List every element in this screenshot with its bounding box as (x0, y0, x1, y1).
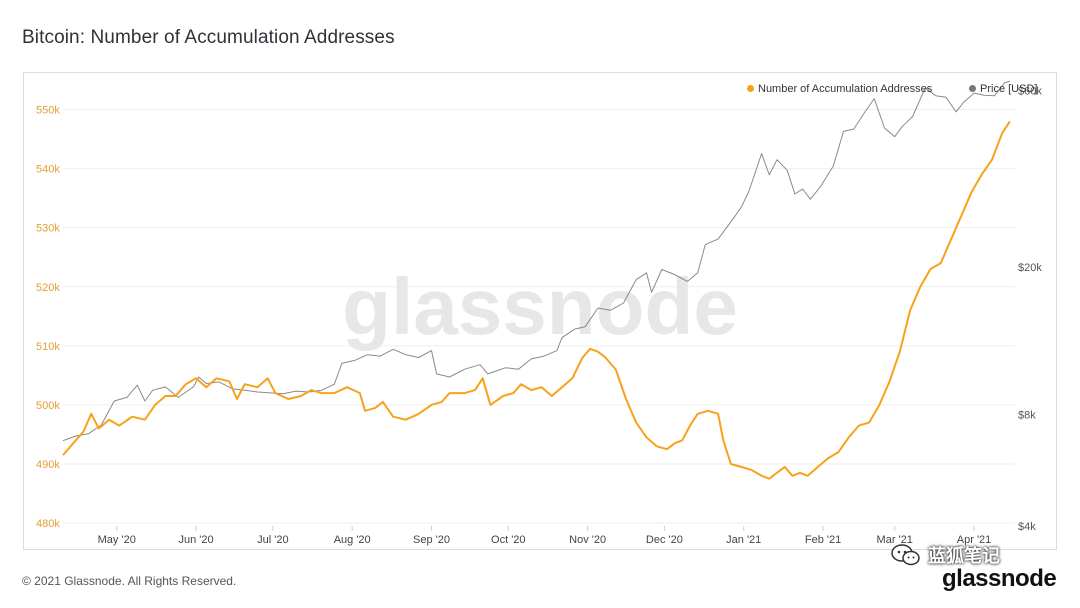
left-tick-label: 520k (36, 282, 60, 294)
x-tick-label: Feb '21 (805, 534, 841, 546)
legend-dot-icon (969, 85, 976, 92)
x-tick-label: Jun '20 (179, 534, 214, 546)
x-tick-label: Mar '21 (877, 534, 913, 546)
left-tick-label: 480k (36, 518, 60, 530)
x-tick-label: Oct '20 (491, 534, 526, 546)
x-tick-label: Sep '20 (413, 534, 450, 546)
glassnode-logo: glassnode (942, 565, 1057, 592)
left-tick-label: 540k (36, 164, 60, 176)
legend-dot-icon (747, 85, 754, 92)
chart-panel (23, 72, 1057, 550)
x-tick-label: Nov '20 (569, 534, 606, 546)
x-tick-label: Jul '20 (257, 534, 288, 546)
right-tick-label: $4k (1018, 521, 1036, 533)
left-tick-label: 550k (36, 105, 60, 117)
right-tick-label: $8k (1018, 410, 1036, 422)
watermark-text: glassnode (342, 262, 738, 351)
x-tick-label: Jan '21 (726, 534, 761, 546)
x-tick-label: Apr '21 (957, 534, 992, 546)
accumulation-addresses-series-line (62, 120, 1011, 480)
wechat-watermark: 蓝狐笔记 (890, 542, 1000, 568)
left-axis: 480k 490k 500k 510k 520k 530k 540k 550k (36, 105, 60, 531)
wechat-icon (891, 544, 920, 566)
left-tick-label: 510k (36, 341, 60, 353)
left-tick-label: 530k (36, 223, 60, 235)
x-tick-label: May '20 (98, 534, 136, 546)
left-tick-label: 490k (36, 459, 60, 471)
x-tick-label: Dec '20 (646, 534, 683, 546)
gridlines (63, 109, 1015, 524)
price-series-line (62, 81, 1010, 442)
legend-label: Price [USD] (980, 83, 1038, 95)
right-tick-label: $20k (1018, 262, 1042, 274)
wechat-label: 蓝狐笔记 (928, 546, 1000, 566)
right-tick-label: $60k (1018, 85, 1042, 97)
left-tick-label: 500k (36, 400, 60, 412)
chart-title: Bitcoin: Number of Accumulation Addresse… (22, 27, 395, 48)
legend-item-price[interactable]: Price [USD] (969, 83, 1037, 95)
copyright-text: © 2021 Glassnode. All Rights Reserved. (22, 574, 237, 588)
legend-item-accumulation-addresses[interactable]: Number of Accumulation Addresses (747, 83, 932, 95)
x-tick-label: Aug '20 (334, 534, 371, 546)
x-axis: May '20 Jun '20 Jul '20 Aug '20 Sep '20 Oct '… (98, 526, 992, 546)
legend-label: Number of Accumulation Addresses (758, 83, 933, 95)
right-axis: $4k $8k $20k $60k (1018, 85, 1042, 533)
